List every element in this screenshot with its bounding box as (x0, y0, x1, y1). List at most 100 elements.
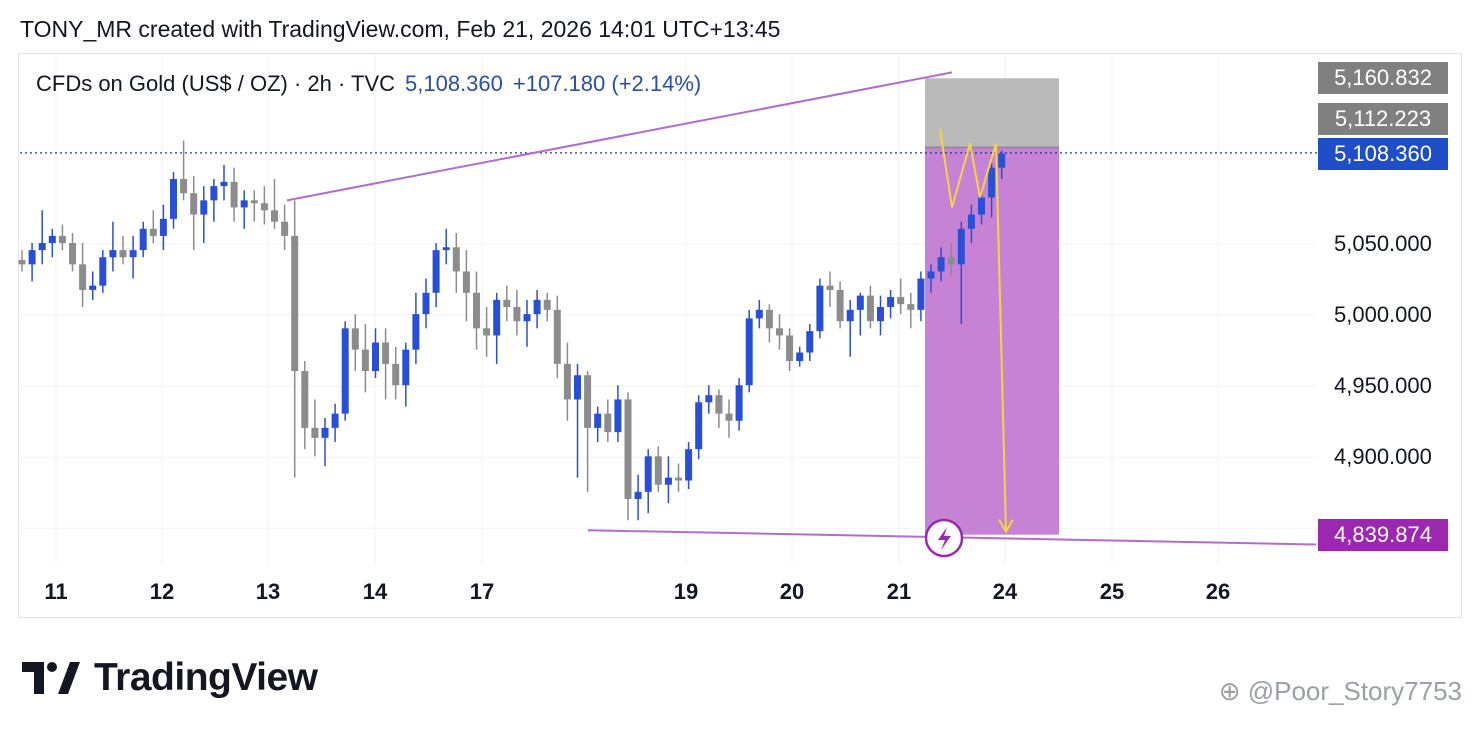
candle-body (594, 413, 602, 428)
author-watermark: ⊕ @Poor_Story7753 (1219, 676, 1462, 707)
candle-body (563, 363, 571, 400)
candle-body (260, 203, 268, 211)
candle-body (240, 200, 248, 208)
candle-body (493, 299, 501, 336)
candle-body (755, 309, 763, 319)
date-tick-label: 12 (149, 579, 175, 604)
candle-body (99, 257, 107, 286)
candle-body (159, 218, 167, 236)
candle-body (967, 214, 975, 229)
candle-body (503, 299, 511, 307)
candle-body (765, 309, 773, 329)
candle-body (79, 264, 87, 290)
candle-body (644, 456, 652, 492)
candle-body (341, 328, 349, 414)
candle-body (937, 257, 945, 272)
candle-body (402, 349, 410, 386)
candle-body (483, 328, 491, 336)
watermark-icon: ⊕ (1218, 676, 1248, 706)
candle-body (574, 375, 581, 400)
candle-body (452, 247, 460, 272)
rising-trendline (286, 71, 953, 202)
candle-body (887, 297, 895, 307)
candle-body (372, 342, 379, 371)
candle-body (412, 314, 420, 350)
candle-body (978, 197, 985, 215)
chart-frame[interactable] (18, 53, 1462, 618)
date-tick-label: 17 (469, 579, 495, 604)
candle-body (685, 449, 693, 481)
candle-body (170, 179, 177, 219)
date-tick-label: 11 (44, 579, 68, 604)
price-tick-label: 5,000.000 (1334, 302, 1432, 327)
candle-body (695, 402, 703, 450)
candle-body (18, 260, 26, 265)
candle-body (149, 228, 157, 236)
tradingview-logo-icon (22, 662, 80, 694)
stop-loss-zone (925, 78, 1059, 148)
candle-body (89, 285, 97, 290)
candle-body (210, 186, 218, 201)
candle-body (796, 352, 804, 362)
candle-body (392, 363, 400, 386)
current-price-badge: 5,108.360 (1318, 138, 1448, 170)
candle-body (301, 370, 309, 428)
candle-body (361, 349, 369, 371)
projected-path (939, 129, 1007, 532)
price-tick-label: 4,900.000 (1334, 444, 1432, 470)
entry-price-badge: 5,112.223 (1318, 103, 1448, 135)
candle-body (604, 413, 612, 433)
candle-body (664, 477, 672, 485)
candle-body (200, 200, 208, 215)
candle-body (291, 235, 299, 371)
candle-body (957, 228, 965, 265)
candle-body (634, 491, 642, 499)
candle-body (786, 335, 794, 362)
candle-body (38, 243, 46, 251)
date-tick-label: 20 (779, 579, 805, 604)
candle-body (139, 228, 147, 251)
candle-body (745, 318, 753, 386)
candle-body (250, 200, 258, 204)
candle-body (321, 427, 329, 438)
projected-path-arrowhead (998, 519, 1014, 534)
price-tick-label: 5,050.000 (1334, 230, 1432, 256)
candle-body (281, 221, 289, 236)
candle-body (432, 250, 440, 293)
last-price: 5,108.360 (405, 71, 503, 96)
candle-body (533, 299, 541, 315)
candle-body (998, 153, 1006, 168)
candle-body (947, 257, 955, 265)
candle-body (715, 395, 723, 414)
candle-body (836, 289, 844, 322)
candle-body (614, 399, 622, 433)
candle-body (119, 250, 127, 258)
stop-price-badge: 5,160.832 (1318, 62, 1448, 94)
candle-body (856, 295, 864, 310)
date-tick-label: 25 (1099, 579, 1125, 604)
symbol-legend[interactable]: CFDs on Gold (US$ / OZ) · 2h · TVC 5,108.… (36, 71, 701, 97)
candle-body (351, 328, 359, 350)
tradingview-brand: TradingView (94, 656, 318, 699)
candle-body (735, 385, 743, 421)
candle-body (422, 292, 430, 315)
alert-bolt-glyph (938, 527, 951, 550)
tradingview-logo[interactable]: TradingView (22, 656, 318, 700)
candle-body (846, 309, 854, 322)
price-tick-label: 4,950.000 (1334, 373, 1432, 399)
date-tick-label: 21 (886, 579, 912, 604)
candle-body (705, 395, 713, 403)
candle-body (806, 331, 814, 353)
candle-body (675, 477, 682, 481)
candle-body (927, 271, 935, 279)
candle-body (382, 342, 390, 364)
symbol-description: CFDs on Gold (US$ / OZ) · 2h · TVC (36, 71, 396, 96)
candle-body (69, 243, 76, 265)
candle-body (654, 456, 662, 485)
candle-body (553, 309, 561, 364)
candle-body (462, 271, 470, 293)
candle-body (624, 399, 632, 499)
candle-body (180, 179, 188, 194)
target-price-badge: 4,839.874 (1318, 519, 1448, 551)
